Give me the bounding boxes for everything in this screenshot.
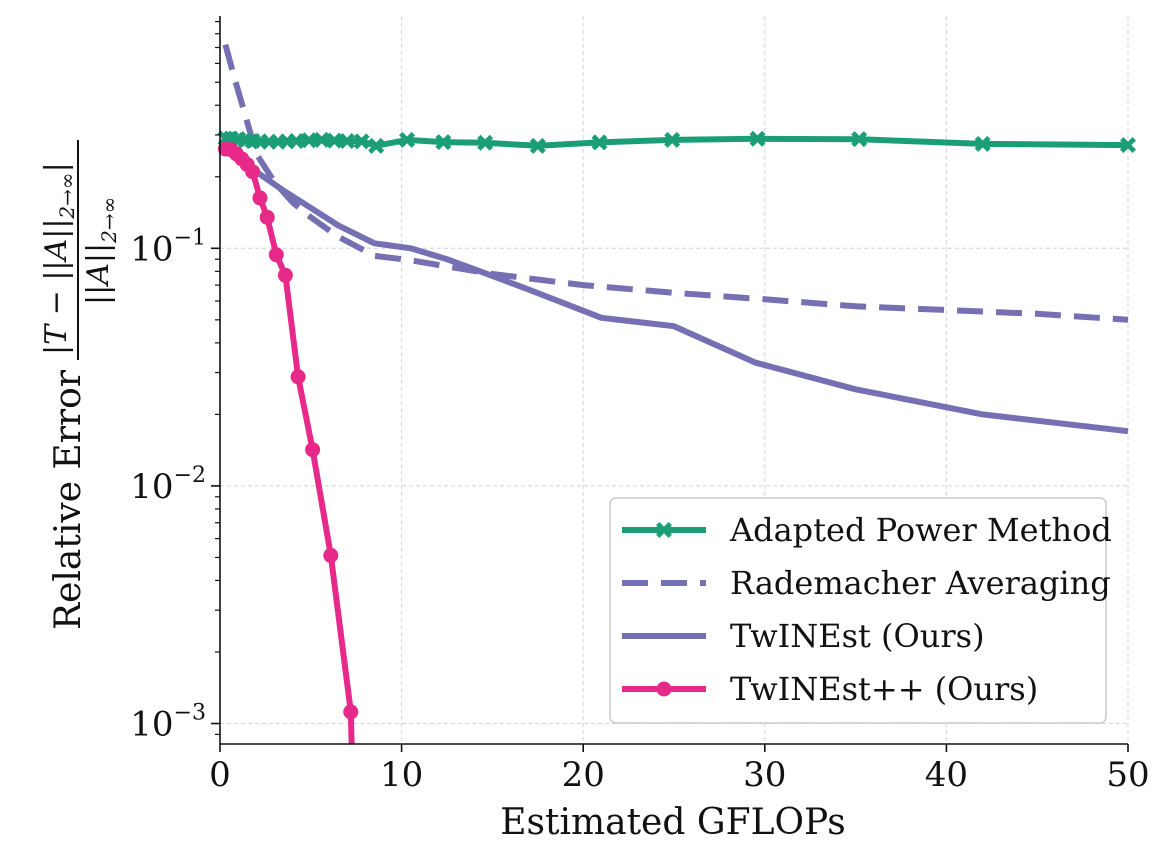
data-point-adapted-power-method <box>749 130 766 147</box>
x-tick-label: 40 <box>925 755 968 795</box>
markers-layer <box>217 130 1136 720</box>
data-point-adapted-power-method <box>435 134 452 151</box>
legend-marker-adapted-power-method <box>656 522 672 538</box>
data-point-adapted-power-method <box>339 132 356 149</box>
legend: Adapted Power Method Rademacher Averaging… <box>609 497 1112 724</box>
data-point-adapted-power-method <box>974 135 991 152</box>
x-axis-label: Estimated GFLOPs <box>500 802 845 843</box>
fraction-numerator-close: | <box>39 162 74 172</box>
fraction-numerator: |T − ||A|| <box>39 219 74 355</box>
legend-marker-twinest-ours <box>656 681 672 697</box>
series-line-twinest-ours <box>224 145 355 744</box>
legend-label-rademacher-averaging: Rademacher Averaging <box>730 564 1111 602</box>
axes <box>219 16 1128 745</box>
data-point-adapted-power-method <box>399 131 416 148</box>
data-point-twinest-ours <box>290 369 306 385</box>
y-axis-label-group: Relative Error |T − ||A||2→∞| ||A||2→∞ <box>39 140 121 630</box>
series-line-twinest-ours <box>223 143 1129 435</box>
legend-frame <box>609 497 1107 724</box>
data-point-twinest-ours <box>252 190 268 206</box>
y-axis-fraction: |T − ||A||2→∞| ||A||2→∞ <box>39 140 121 360</box>
legend-label-adapted-power-method: Adapted Power Method <box>729 511 1112 549</box>
series-line-rademacher-averaging <box>222 43 1129 323</box>
svg-text:|T − ||A||2→∞|: |T − ||A||2→∞| <box>39 162 79 355</box>
data-point-twinest-ours <box>245 164 261 180</box>
svg-text:||A||2→∞: ||A||2→∞ <box>81 197 121 305</box>
data-point-twinest-ours <box>323 547 339 563</box>
data-point-adapted-power-method <box>313 131 330 148</box>
data-point-twinest-ours <box>343 704 359 720</box>
data-point-twinest-ours <box>277 267 293 283</box>
x-tick-label: 20 <box>562 755 605 795</box>
data-point-twinest-ours <box>268 247 284 263</box>
x-tick-label: 0 <box>209 755 231 795</box>
fraction-denominator: ||A|| <box>81 243 116 305</box>
data-point-adapted-power-method <box>591 134 608 151</box>
data-point-adapted-power-method <box>477 134 494 151</box>
y-axis-label: Relative Error <box>48 369 89 630</box>
legend-label-twinest-ours: TwINEst++ (Ours) <box>730 670 1038 708</box>
fraction-denominator-subscript: 2→∞ <box>97 197 121 244</box>
data-point-twinest-ours <box>259 209 275 225</box>
y-tick-label: 10−2 <box>130 463 206 507</box>
x-tick-label: 30 <box>743 755 786 795</box>
data-point-adapted-power-method <box>368 137 385 154</box>
data-point-adapted-power-method <box>326 132 343 149</box>
fraction-numerator-subscript: 2→∞ <box>55 172 79 219</box>
data-point-adapted-power-method <box>300 132 317 149</box>
data-point-adapted-power-method <box>664 131 681 148</box>
y-tick-label: 10−3 <box>130 701 206 745</box>
data-point-adapted-power-method <box>529 137 546 154</box>
data-point-adapted-power-method <box>851 131 868 148</box>
legend-label-twinest-ours: TwINEst (Ours) <box>730 617 985 655</box>
ticks: 0 10 20 30 40 50 10−1 10−2 10−3 <box>130 20 1150 795</box>
data-point-adapted-power-method <box>288 132 305 149</box>
data-point-adapted-power-method <box>1120 137 1136 154</box>
data-point-twinest-ours <box>305 442 321 458</box>
x-tick-label: 10 <box>380 755 423 795</box>
x-tick-label: 50 <box>1106 755 1149 795</box>
data-point-adapted-power-method <box>353 133 370 150</box>
y-tick-label: 10−1 <box>130 225 206 269</box>
